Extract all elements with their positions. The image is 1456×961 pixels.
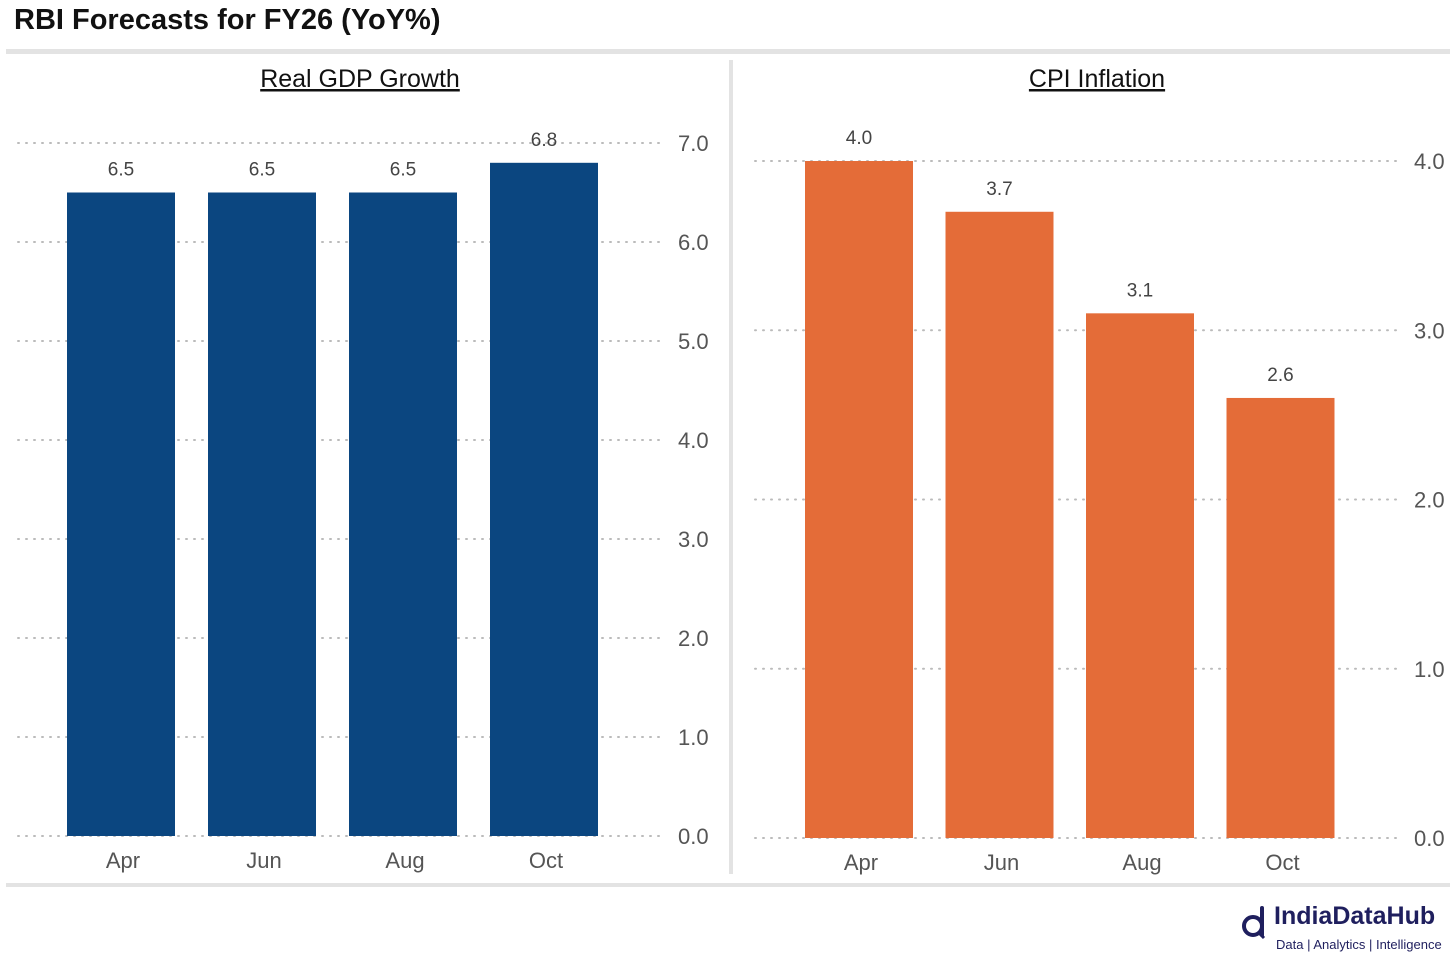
y-tick-label: 0.0 [678, 824, 709, 849]
data-label: 6.5 [390, 160, 416, 181]
y-tick-label: 5.0 [678, 329, 709, 354]
y-tick-label: 2.0 [1414, 488, 1445, 513]
x-tick-label: Jun [246, 848, 281, 873]
data-label: 6.5 [249, 160, 275, 181]
logo-icon [1242, 906, 1266, 940]
data-label: 4.0 [846, 128, 872, 149]
y-tick-label: 0.0 [1414, 826, 1445, 851]
bar-oct [490, 162, 598, 837]
x-tick-label: Oct [1265, 850, 1299, 875]
y-tick-label: 1.0 [1414, 657, 1445, 682]
bar-apr [67, 192, 175, 836]
x-tick-label: Apr [106, 848, 140, 873]
y-tick-label: 2.0 [678, 626, 709, 651]
bar-jun [208, 192, 316, 836]
chart-divider [729, 60, 733, 874]
bar-aug [349, 192, 457, 836]
data-label: 6.8 [531, 130, 557, 151]
bar-aug [1086, 313, 1194, 838]
x-tick-label: Aug [1122, 850, 1161, 875]
x-tick-label: Apr [844, 850, 878, 875]
y-tick-label: 3.0 [678, 527, 709, 552]
y-tick-label: 4.0 [1414, 149, 1445, 174]
page-title: RBI Forecasts for FY26 (YoY%) [14, 4, 441, 36]
logo-tagline: Data | Analytics | Intelligence [1276, 937, 1442, 952]
x-tick-label: Jun [984, 850, 1019, 875]
bar-jun [945, 211, 1054, 838]
logo-name: IndiaDataHub [1274, 902, 1436, 930]
chart-title: Real GDP Growth [260, 65, 460, 93]
y-tick-label: 6.0 [678, 230, 709, 255]
x-tick-label: Aug [385, 848, 424, 873]
data-label: 2.6 [1267, 365, 1293, 386]
y-tick-label: 1.0 [678, 725, 709, 750]
bar-apr [805, 161, 913, 838]
top-divider [6, 49, 1450, 54]
chart-title: CPI Inflation [1029, 65, 1165, 93]
bottom-divider [6, 883, 1450, 887]
logo: IndiaDataHub Data | Analytics | Intellig… [1240, 902, 1450, 956]
x-tick-label: Oct [529, 848, 563, 873]
data-label: 3.7 [986, 179, 1012, 200]
data-label: 3.1 [1127, 280, 1153, 301]
y-tick-label: 3.0 [1414, 318, 1445, 343]
bar-oct [1226, 397, 1335, 838]
y-tick-label: 4.0 [678, 428, 709, 453]
y-tick-label: 7.0 [678, 131, 709, 156]
data-label: 6.5 [108, 160, 134, 181]
